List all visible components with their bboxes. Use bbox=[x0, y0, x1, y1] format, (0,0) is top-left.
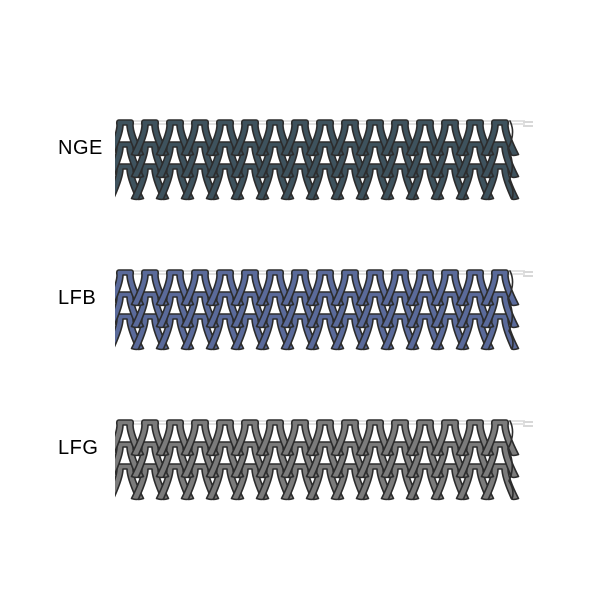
figure-canvas: { "figure": { "type": "infographic", "ba… bbox=[0, 0, 600, 600]
swatch-label: LFG bbox=[58, 437, 98, 460]
swatch-row-lfb: LFB bbox=[0, 265, 600, 365]
swatch-row-nge: NGE bbox=[0, 115, 600, 215]
swatch-label: NGE bbox=[58, 137, 103, 160]
knit-swatch-nge bbox=[115, 115, 545, 205]
swatch-row-lfg: LFG bbox=[0, 415, 600, 515]
knit-swatch-lfb bbox=[115, 265, 545, 355]
swatch-label: LFB bbox=[58, 287, 96, 310]
knit-swatch-lfg bbox=[115, 415, 545, 505]
